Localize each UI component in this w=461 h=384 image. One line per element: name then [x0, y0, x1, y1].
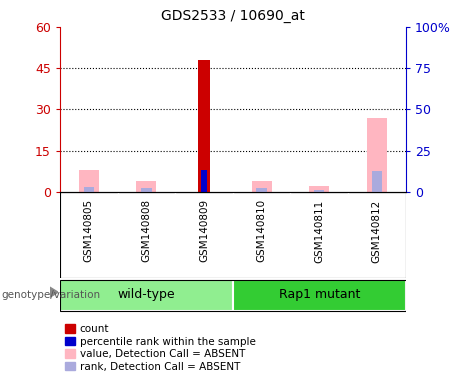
- Legend: count, percentile rank within the sample, value, Detection Call = ABSENT, rank, : count, percentile rank within the sample…: [65, 324, 255, 372]
- Text: Rap1 mutant: Rap1 mutant: [278, 288, 360, 301]
- Text: wild-type: wild-type: [118, 288, 175, 301]
- Bar: [314, 190, 325, 192]
- Text: GSM140805: GSM140805: [84, 199, 94, 262]
- Bar: [136, 181, 156, 192]
- Bar: [309, 187, 329, 192]
- Title: GDS2533 / 10690_at: GDS2533 / 10690_at: [161, 9, 305, 23]
- Text: GSM140809: GSM140809: [199, 199, 209, 262]
- Polygon shape: [50, 287, 58, 297]
- Bar: [256, 188, 267, 192]
- Text: GSM140811: GSM140811: [314, 199, 324, 263]
- Bar: [367, 118, 387, 192]
- Text: genotype/variation: genotype/variation: [1, 290, 100, 300]
- Bar: [201, 170, 207, 192]
- Bar: [83, 187, 94, 192]
- Bar: [372, 170, 382, 192]
- Bar: [141, 188, 152, 192]
- Text: GSM140810: GSM140810: [257, 199, 266, 262]
- Bar: [233, 280, 406, 311]
- Text: GSM140808: GSM140808: [142, 199, 151, 262]
- Bar: [79, 170, 99, 192]
- Bar: [252, 181, 272, 192]
- Bar: [60, 280, 233, 311]
- Text: GSM140812: GSM140812: [372, 199, 382, 263]
- Bar: [198, 60, 210, 192]
